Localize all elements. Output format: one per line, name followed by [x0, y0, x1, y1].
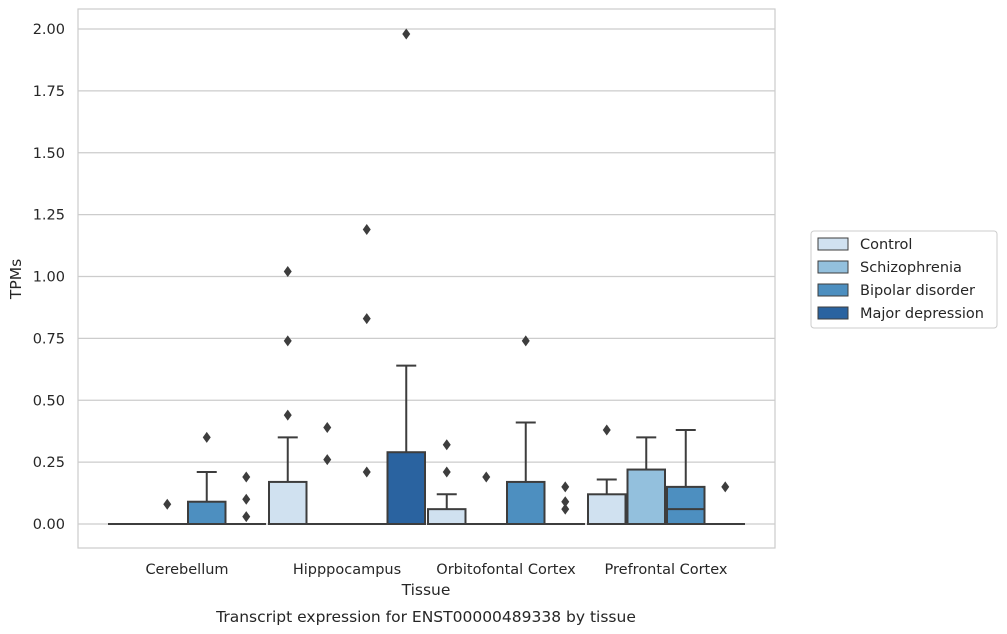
outlier-point	[362, 223, 371, 235]
box	[506, 480, 546, 525]
legend-label: Bipolar disorder	[860, 283, 975, 299]
chart-caption: Transcript expression for ENST0000048933…	[215, 608, 636, 626]
outlier-point	[242, 511, 251, 523]
legend-frame	[810, 230, 998, 329]
y-tick-label: 0.00	[33, 517, 65, 533]
x-tick-label: Cerebellum	[145, 562, 228, 578]
y-tick-label: 1.25	[33, 208, 65, 224]
y-axis-label: TPMs	[7, 259, 25, 300]
legend-label: Control	[860, 237, 912, 253]
outlier-point	[283, 335, 292, 347]
gridlines	[78, 28, 775, 525]
x-tick-label: Hipppocampus	[293, 562, 401, 578]
outlier-point	[323, 421, 332, 433]
outlier-point	[202, 431, 211, 443]
y-tick-label: 1.00	[33, 270, 65, 286]
legend-swatch	[817, 237, 849, 251]
box-schizophrenia-3	[626, 436, 666, 525]
outlier-point	[561, 481, 570, 493]
y-tick-labels: 0.00 0.25 0.50 0.75 1.00 1.25 1.50 1.75 2.00	[33, 22, 65, 533]
x-tick-labels: Cerebellum Hipppocampus Orbitofontal Corte…	[145, 562, 727, 578]
outlier-point	[323, 454, 332, 466]
outlier-point	[521, 335, 530, 347]
box-major-depression-1	[386, 364, 426, 526]
box	[427, 508, 467, 525]
legend-swatch	[817, 260, 849, 274]
box-control-3	[587, 478, 627, 525]
box	[666, 485, 706, 525]
outlier-point	[442, 466, 451, 478]
outlier-point	[283, 409, 292, 421]
y-tick-label: 1.50	[33, 146, 65, 162]
legend: Control Schizophrenia Bipolar disorder Majo…	[810, 230, 998, 329]
outliers	[163, 28, 730, 523]
outlier-point	[242, 471, 251, 483]
y-tick-label: 0.75	[33, 331, 65, 347]
x-tick-label: Orbitofontal Cortex	[436, 562, 576, 578]
box	[187, 500, 227, 526]
outlier-point	[362, 466, 371, 478]
y-tick-label: 2.00	[33, 22, 65, 38]
outlier-point	[442, 439, 451, 451]
box-bipolar-disorder-3	[666, 428, 706, 525]
x-tick-label: Prefrontal Cortex	[605, 562, 728, 578]
box	[587, 493, 627, 525]
outlier-point	[561, 503, 570, 515]
legend-label: Major depression	[860, 306, 984, 322]
outlier-point	[721, 481, 730, 493]
y-tick-label: 1.75	[33, 84, 65, 100]
legend-swatch	[817, 306, 849, 320]
y-tick-label: 0.50	[33, 393, 65, 409]
box-bipolar-disorder-2	[506, 421, 546, 525]
outlier-point	[362, 313, 371, 325]
box-bipolar-disorder-0	[187, 471, 227, 526]
outlier-point	[602, 424, 611, 436]
box	[386, 451, 426, 526]
plot-frame	[77, 8, 776, 549]
box	[268, 480, 308, 525]
box	[626, 468, 666, 525]
boxes	[108, 364, 745, 526]
outlier-point	[283, 266, 292, 278]
outlier-point	[242, 493, 251, 505]
outlier-point	[163, 498, 172, 510]
legend-items: Control Schizophrenia Bipolar disorder Majo…	[817, 237, 984, 322]
outlier-point	[482, 471, 491, 483]
box-control-2	[427, 493, 467, 525]
outlier-point	[402, 28, 411, 40]
x-axis-label: Tissue	[401, 581, 451, 599]
outlier-point	[561, 496, 570, 508]
box-control-1	[268, 436, 308, 525]
legend-label: Schizophrenia	[860, 260, 962, 276]
y-tick-label: 0.25	[33, 455, 65, 471]
legend-swatch	[817, 283, 849, 297]
